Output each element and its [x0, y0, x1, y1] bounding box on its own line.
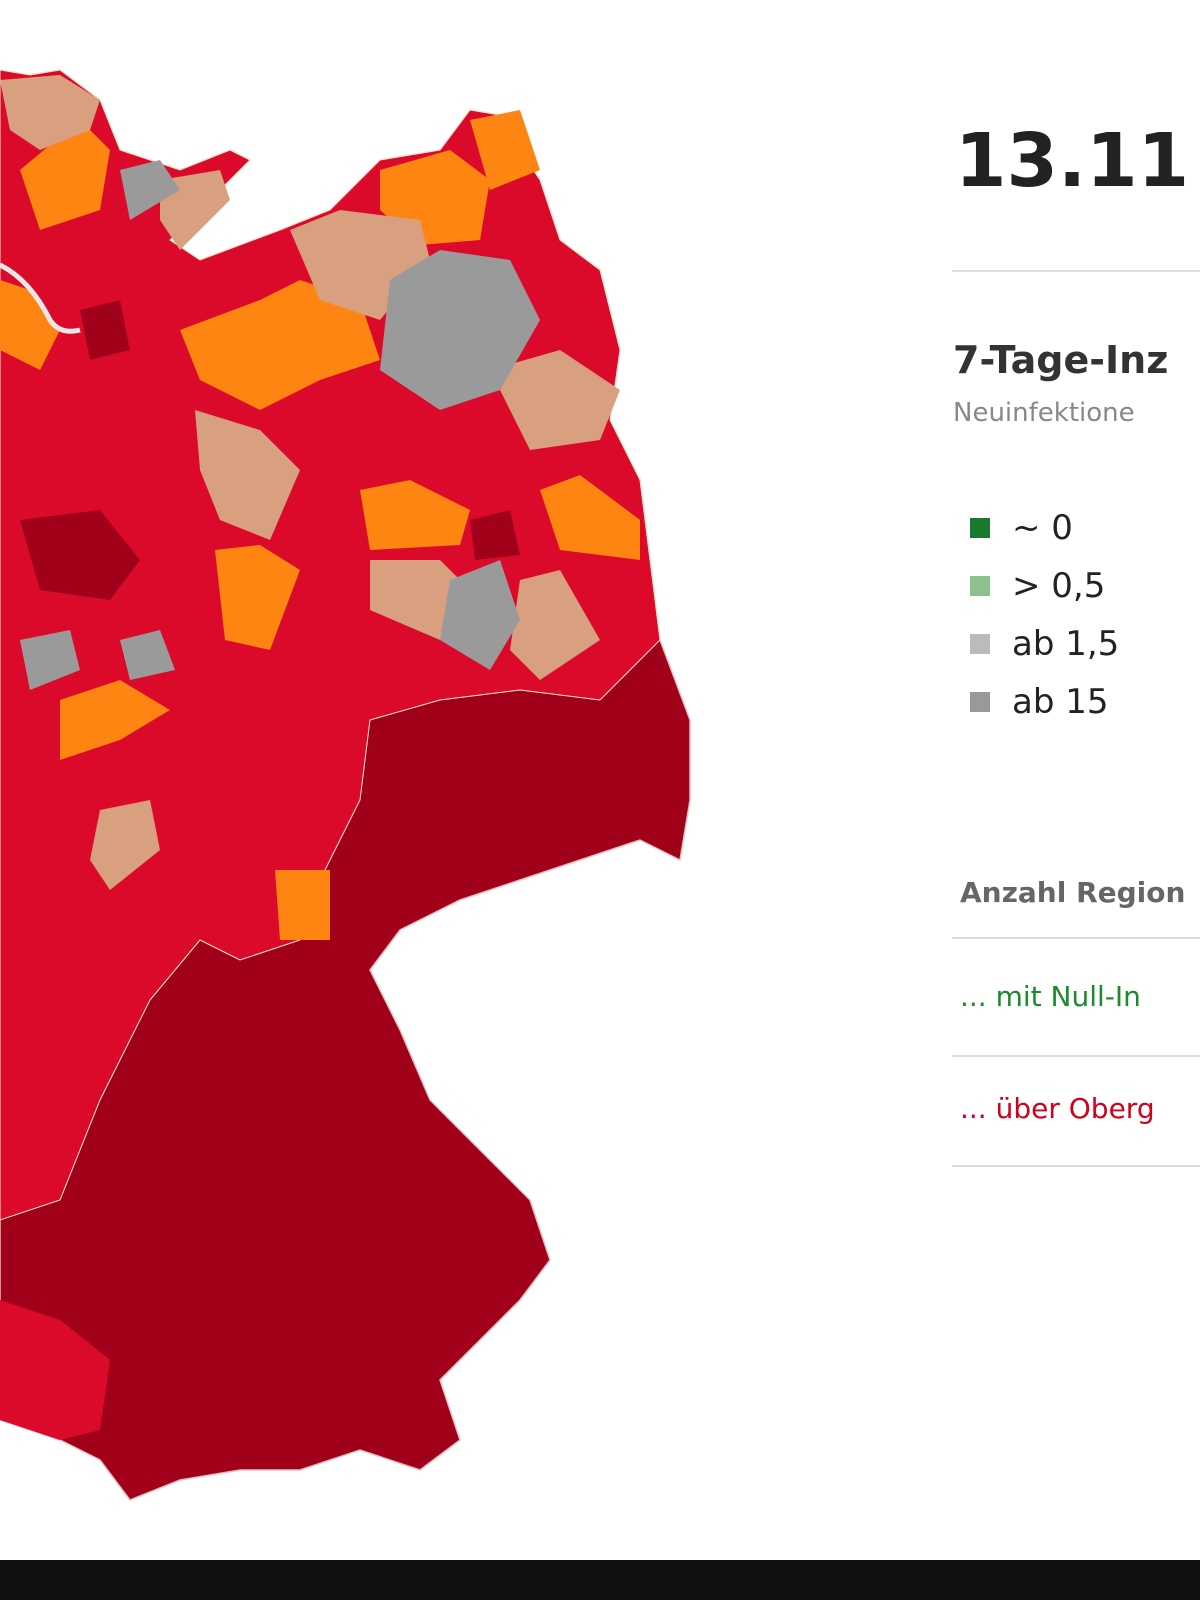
region-low — [0, 75, 100, 150]
region-mid — [180, 280, 380, 410]
region-low — [510, 570, 600, 680]
region-high — [0, 1300, 110, 1440]
region-mid — [540, 475, 640, 560]
region-grey — [440, 560, 520, 670]
legend-item: ab 15 — [1012, 682, 1109, 722]
legend-item: ~ 0 — [1012, 508, 1073, 548]
legend-item: > 0,5 — [1012, 566, 1106, 606]
region-mid — [0, 280, 60, 370]
summary-title: Anzahl Region — [960, 876, 1186, 909]
region-grey — [20, 630, 80, 690]
region-low — [90, 800, 160, 890]
legend-subtitle: Neuinfektione — [953, 398, 1135, 428]
region-mid — [20, 120, 110, 230]
divider — [952, 270, 1200, 272]
divider — [952, 1165, 1200, 1167]
summary-row: ... über Oberg — [960, 1092, 1155, 1125]
legend-swatch — [970, 634, 990, 654]
legend-item: ab 1,5 — [1012, 624, 1120, 664]
region-mid — [60, 680, 170, 760]
summary-row: ... mit Null-In — [960, 980, 1141, 1013]
region-very-high — [80, 300, 130, 360]
region-very-high — [20, 510, 140, 600]
legend-title: 7-Tage-Inz — [953, 338, 1169, 382]
region-mid — [215, 545, 300, 650]
legend-swatch — [970, 576, 990, 596]
region-mid — [470, 110, 540, 190]
divider — [952, 1055, 1200, 1057]
region-grey — [380, 250, 540, 410]
river — [0, 262, 81, 334]
divider — [952, 937, 1200, 939]
date: 13.11 — [955, 118, 1190, 204]
germany-map — [0, 69, 691, 1501]
region-grey — [120, 630, 175, 680]
region-very-high — [470, 510, 520, 560]
bottom-bar — [0, 1560, 1200, 1600]
region-grey — [120, 160, 180, 220]
legend-swatch — [970, 692, 990, 712]
region-mid — [275, 870, 330, 940]
side-panel: 13.11 7-Tage-Inz Neuinfektione ~ 0 > 0,5… — [950, 0, 1200, 1560]
region-mid — [360, 480, 470, 550]
legend-swatch — [970, 518, 990, 538]
region-low — [195, 410, 300, 540]
region-low — [490, 350, 620, 450]
